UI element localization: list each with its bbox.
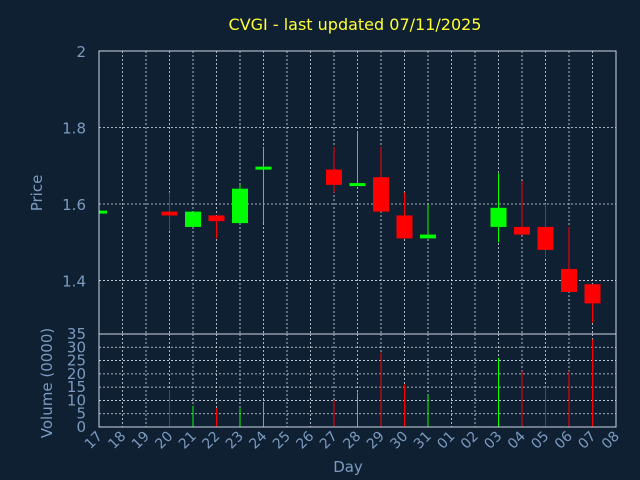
- volume-tick-label: 35: [67, 325, 86, 343]
- candle-body: [99, 210, 107, 214]
- x-tick-label: 06: [552, 428, 576, 452]
- candle-body: [208, 215, 225, 222]
- x-tick-label: 19: [129, 429, 153, 453]
- candle-body: [232, 188, 248, 224]
- x-tick-label: 04: [505, 428, 529, 452]
- x-tick-label: 27: [317, 429, 341, 453]
- price-tick-label: 1.8: [62, 119, 86, 137]
- candle-body: [490, 207, 507, 227]
- volume-tick-label: 15: [67, 378, 86, 396]
- candle-body: [349, 183, 366, 187]
- price-tick-label: 2: [76, 43, 86, 61]
- volume-tick-label: 20: [67, 365, 86, 383]
- volume-panel-frame: [98, 333, 617, 428]
- x-axis-label: Day: [333, 458, 363, 476]
- x-tick-label: 08: [599, 429, 623, 453]
- x-tick-label: 26: [293, 428, 317, 452]
- price-tick-label: 1.6: [62, 196, 86, 214]
- price-axis-label: Price: [28, 175, 46, 212]
- x-tick-label: 20: [152, 429, 176, 453]
- candle-body: [255, 166, 272, 170]
- candle-body: [420, 234, 436, 239]
- candle-body: [584, 284, 601, 304]
- candle-body: [161, 211, 178, 216]
- candles-layer: [99, 131, 601, 323]
- volume-layer: [169, 339, 593, 427]
- x-tick-label: 01: [434, 429, 458, 453]
- volume-tick-label: 25: [67, 352, 86, 370]
- volume-tick-label: 30: [67, 338, 86, 356]
- volume-tick-label: 10: [67, 391, 86, 409]
- volume-tick-label: 0: [76, 418, 86, 436]
- candle-body: [396, 215, 413, 239]
- x-tick-label: 30: [387, 429, 411, 453]
- x-tick-label: 31: [411, 429, 435, 453]
- candle-body: [537, 226, 554, 250]
- x-tick-label: 05: [528, 429, 552, 453]
- x-tick-label: 22: [199, 429, 223, 453]
- volume-tick-label: 5: [76, 405, 86, 423]
- price-tick-label: 1.4: [62, 272, 86, 290]
- candle-body: [373, 177, 389, 212]
- x-tick-label: 25: [270, 429, 294, 453]
- x-tick-label: 29: [364, 429, 388, 453]
- x-tick-label: 23: [223, 429, 247, 453]
- candle-body: [514, 226, 530, 235]
- candle-body: [561, 268, 577, 292]
- candle-body: [326, 169, 342, 185]
- chart-title: CVGI - last updated 07/11/2025: [229, 15, 482, 34]
- price-grid: [98, 50, 617, 334]
- x-tick-label: 03: [481, 429, 505, 453]
- x-tick-label: 18: [105, 429, 129, 453]
- volume-axis-label: Volume (0000): [38, 328, 56, 438]
- candle-body: [185, 211, 201, 227]
- x-tick-label: 07: [575, 429, 599, 453]
- x-tick-label: 21: [176, 429, 200, 453]
- x-tick-label: 02: [458, 429, 482, 453]
- x-tick-label: 24: [246, 428, 270, 452]
- x-tick-label: 28: [340, 429, 364, 453]
